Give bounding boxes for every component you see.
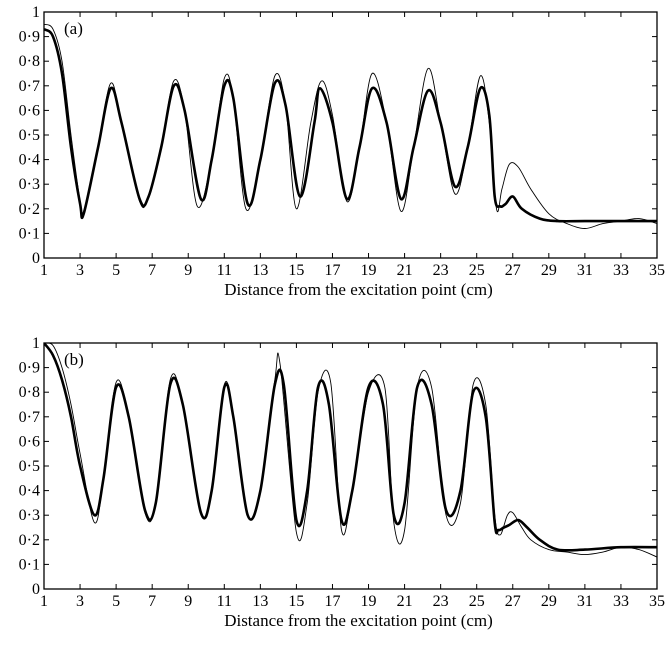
- x-tick-label: 31: [577, 593, 593, 610]
- x-axis-title: Distance from the excitation point (cm): [224, 280, 493, 299]
- x-tick-label: 9: [184, 262, 192, 279]
- x-tick-label: 17: [324, 262, 340, 279]
- y-tick-label: 1: [32, 4, 40, 21]
- chart-panel-b: 00·10·20·30·40·50·60·70·80·911 3 5 7 9 11 13 15…: [19, 335, 665, 630]
- x-tick-label: 23: [433, 262, 449, 279]
- y-tick-label: 0·8: [19, 384, 40, 401]
- y-tick-label: 0·2: [19, 532, 40, 549]
- x-tick-label: 35: [649, 593, 665, 610]
- panel-label: (b): [64, 350, 84, 369]
- x-tick-label: 27: [505, 593, 521, 610]
- x-axis-title: Distance from the excitation point (cm): [224, 611, 493, 630]
- y-tick-label: 0·9: [19, 29, 40, 46]
- series-line-thin: [44, 23, 657, 229]
- x-tick-label: 1: [40, 262, 48, 279]
- y-tick-label: 0·5: [19, 127, 40, 144]
- y-tick-label: 0: [32, 581, 40, 598]
- y-tick-label: 0·6: [19, 433, 40, 450]
- x-tick-label: 31: [577, 262, 593, 279]
- y-tick-label: 0·6: [19, 102, 40, 119]
- x-tick-label: 3: [76, 593, 84, 610]
- x-tick-label: 21: [397, 593, 413, 610]
- y-tick-label: 0·3: [19, 176, 40, 193]
- x-tick-label: 15: [288, 262, 304, 279]
- x-tick-label: 29: [541, 262, 557, 279]
- y-tick-label: 0·8: [19, 53, 40, 70]
- series-line-thick: [44, 343, 657, 552]
- x-tick-label: 3: [76, 262, 84, 279]
- x-tick-label: 7: [148, 262, 156, 279]
- y-tick-label: 0·2: [19, 201, 40, 218]
- x-tick-label: 11: [217, 262, 232, 279]
- x-tick-label: 19: [361, 262, 377, 279]
- x-tick-label: 5: [112, 593, 120, 610]
- x-tick-label: 11: [217, 593, 232, 610]
- x-tick-label: 15: [288, 593, 304, 610]
- series-line-thin: [44, 343, 657, 558]
- panel-label: (a): [64, 19, 83, 38]
- x-tick-label: 33: [613, 262, 629, 279]
- x-tick-label: 23: [433, 593, 449, 610]
- x-tick-label: 13: [252, 593, 268, 610]
- x-tick-label: 29: [541, 593, 557, 610]
- y-tick-label: 0·3: [19, 507, 40, 524]
- x-tick-label: 25: [469, 262, 485, 279]
- x-tick-label: 1: [40, 593, 48, 610]
- x-tick-label: 25: [469, 593, 485, 610]
- x-tick-label: 17: [324, 593, 340, 610]
- x-tick-label: 19: [361, 593, 377, 610]
- x-tick-label: 33: [613, 593, 629, 610]
- y-tick-label: 0·4: [19, 152, 40, 169]
- y-tick-label: 1: [32, 335, 40, 352]
- y-tick-label: 0·4: [19, 483, 40, 500]
- x-tick-label: 5: [112, 262, 120, 279]
- x-tick-label: 13: [252, 262, 268, 279]
- x-tick-label: 7: [148, 593, 156, 610]
- y-tick-label: 0·1: [19, 225, 40, 242]
- x-tick-label: 21: [397, 262, 413, 279]
- y-tick-label: 0·5: [19, 458, 40, 475]
- chart-panel-a: 00·10·20·30·40·50·60·70·80·911 3 5 7 9 11 13 15…: [19, 4, 665, 299]
- x-tick-label: 35: [649, 262, 665, 279]
- y-tick-label: 0·9: [19, 360, 40, 377]
- series-line-thick: [44, 28, 657, 223]
- y-tick-label: 0: [32, 250, 40, 267]
- x-tick-label: 9: [184, 593, 192, 610]
- y-tick-label: 0·7: [19, 409, 40, 426]
- y-tick-label: 0·7: [19, 78, 40, 95]
- y-tick-label: 0·1: [19, 556, 40, 573]
- x-tick-label: 27: [505, 262, 521, 279]
